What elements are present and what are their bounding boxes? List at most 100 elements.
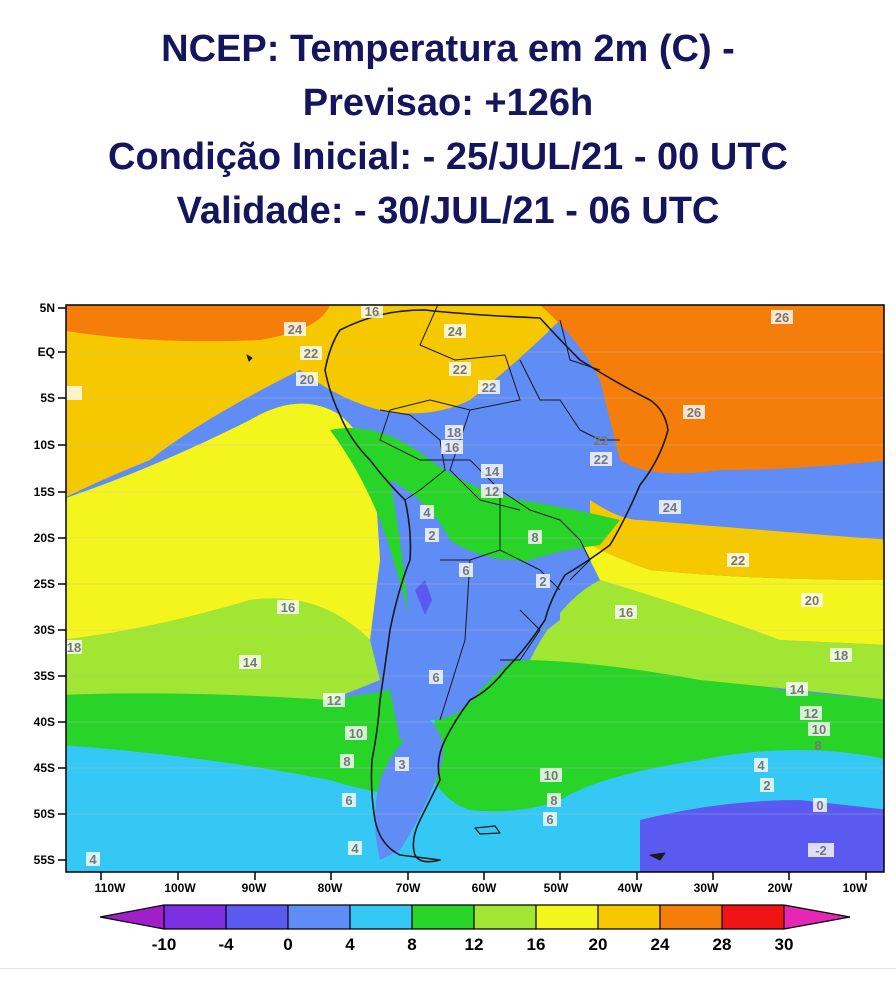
contour-label: 22 bbox=[594, 452, 608, 467]
longitude-axis: 110W 100W 90W 80W 70W 60W 50W 40W 30W 20… bbox=[95, 872, 868, 895]
contour-label: 16 bbox=[619, 605, 633, 620]
south-georgia-outline bbox=[649, 852, 666, 861]
colorbar-swatch bbox=[722, 905, 784, 929]
contour-label: 14 bbox=[243, 655, 258, 670]
colorbar-swatch bbox=[784, 905, 850, 929]
colorbar-label: 4 bbox=[345, 935, 355, 954]
contour-label: 22 bbox=[594, 433, 608, 448]
temperature-bands bbox=[66, 305, 884, 872]
title-line-4: Validade: - 30/JUL/21 - 06 UTC bbox=[176, 190, 720, 232]
lon-label: 30W bbox=[694, 881, 719, 895]
lon-label: 40W bbox=[618, 881, 643, 895]
temperature-map: 16 24 22 20 24 22 22 22 26 26 16 18 14 1… bbox=[0, 290, 896, 982]
lat-label: 30S bbox=[34, 623, 55, 637]
contour-label: 22 bbox=[453, 362, 467, 377]
contour-label: 2 bbox=[763, 778, 770, 793]
band-12-16-andes bbox=[330, 428, 620, 620]
contour-label: 4 bbox=[757, 758, 765, 773]
contour-label: 12 bbox=[327, 693, 341, 708]
map-svg: 16 24 22 20 24 22 22 22 26 26 16 18 14 1… bbox=[34, 301, 885, 954]
band-neg4-0-south bbox=[640, 800, 884, 872]
title-line-2: Previsao: +126h bbox=[302, 82, 594, 124]
colorbar-swatch bbox=[350, 905, 412, 929]
colorbar-label: 24 bbox=[651, 935, 670, 954]
contour-label: 4 bbox=[351, 841, 359, 856]
band-neg4-0 bbox=[415, 580, 432, 615]
colorbar-swatch bbox=[226, 905, 288, 929]
contour-label: 4 bbox=[423, 505, 431, 520]
title-line-1: NCEP: Temperatura em 2m (C) - bbox=[161, 28, 735, 70]
contour-label: 2 bbox=[539, 574, 546, 589]
contour-label: 6 bbox=[462, 563, 469, 578]
lat-label: 35S bbox=[34, 669, 55, 683]
lon-label: 50W bbox=[544, 881, 569, 895]
band-8-12 bbox=[66, 659, 884, 812]
contour-label: 22 bbox=[304, 346, 318, 361]
country-borders bbox=[379, 305, 591, 581]
contour-labels: 16 24 22 20 24 22 22 22 26 26 16 18 14 1… bbox=[66, 304, 852, 867]
contour-label: 8 bbox=[814, 738, 821, 753]
colorbar-swatch bbox=[288, 905, 350, 929]
band-24-28-ne bbox=[540, 305, 884, 474]
lon-label: 60W bbox=[472, 881, 497, 895]
colorbar-label: 30 bbox=[775, 935, 794, 954]
colorbar-swatch bbox=[100, 905, 164, 929]
contour-label: 8 bbox=[531, 530, 538, 545]
latitude-axis: 5N EQ 5S 10S 15S 20S 25S 30S 35S 40S 45S… bbox=[34, 301, 66, 867]
galapagos-outline bbox=[246, 354, 253, 362]
gridlines bbox=[66, 351, 884, 815]
colorbar-label: 8 bbox=[407, 935, 416, 954]
contour-label: 8 bbox=[343, 754, 350, 769]
colorbar-swatch bbox=[536, 905, 598, 929]
contour-label: 20 bbox=[805, 593, 819, 608]
lat-label: EQ bbox=[38, 345, 55, 359]
plot-frame bbox=[65, 304, 885, 873]
contour-label: 6 bbox=[345, 793, 352, 808]
contour-label: 22 bbox=[731, 553, 745, 568]
colorbar-label: -4 bbox=[218, 935, 234, 954]
country-borders-north bbox=[379, 319, 620, 501]
lon-label: 100W bbox=[164, 881, 196, 895]
lon-label: 110W bbox=[95, 881, 126, 895]
contour-label: 3 bbox=[398, 757, 405, 772]
lat-label: 5N bbox=[40, 301, 55, 315]
contour-label: 6 bbox=[432, 670, 439, 685]
contour-label: 26 bbox=[687, 405, 701, 420]
contour-label: 6 bbox=[546, 812, 553, 827]
contour-label: 22 bbox=[482, 380, 496, 395]
lon-label: 20W bbox=[768, 881, 793, 895]
falklands-outline bbox=[474, 825, 501, 835]
lat-label: 25S bbox=[34, 577, 55, 591]
lat-label: 20S bbox=[34, 531, 55, 545]
contour-label: 16 bbox=[365, 304, 379, 319]
colorbar-swatch bbox=[474, 905, 536, 929]
contour-label: 10 bbox=[812, 722, 826, 737]
contour-label: 0 bbox=[816, 798, 823, 813]
colorbar-label: 28 bbox=[713, 935, 732, 954]
page-divider bbox=[0, 968, 896, 969]
colorbar-swatch bbox=[164, 905, 226, 929]
lat-label: 50S bbox=[34, 807, 55, 821]
contour-label: 16 bbox=[445, 440, 459, 455]
band-12-16-west bbox=[66, 598, 380, 700]
lon-label: 70W bbox=[396, 881, 421, 895]
lon-label: 10W bbox=[843, 881, 868, 895]
band-20-24-east bbox=[590, 500, 884, 580]
band-16-20-east bbox=[580, 540, 884, 645]
contour-label: 10 bbox=[349, 726, 363, 741]
south-america-outline bbox=[324, 309, 669, 863]
contour-label: 20 bbox=[300, 372, 314, 387]
colorbar-label: -10 bbox=[152, 935, 177, 954]
colorbar-label: 0 bbox=[283, 935, 292, 954]
colorbar-swatch bbox=[660, 905, 722, 929]
country-borders-south bbox=[439, 409, 561, 721]
band-20-24 bbox=[66, 305, 884, 498]
contour-label: 14 bbox=[485, 464, 500, 479]
colorbar: -10 -4 0 4 8 12 16 20 24 28 30 bbox=[99, 904, 851, 954]
contour-label: 24 bbox=[448, 324, 463, 339]
band-0-4-patagonia bbox=[375, 720, 444, 860]
coastlines bbox=[246, 305, 669, 863]
lat-label: 5S bbox=[40, 391, 55, 405]
band-24-28-nw bbox=[66, 305, 330, 342]
contour-label: -2 bbox=[815, 843, 827, 858]
